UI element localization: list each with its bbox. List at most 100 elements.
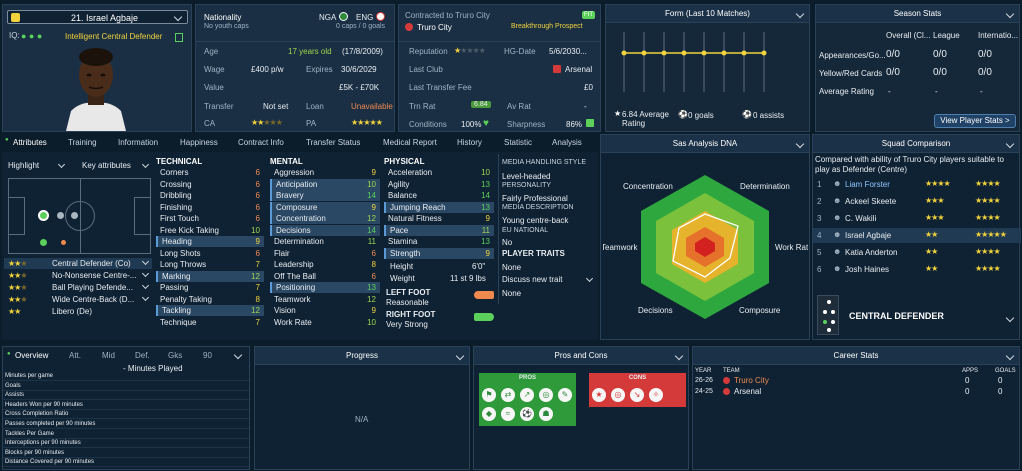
- attribute-row[interactable]: Crossing 6: [156, 179, 264, 190]
- con-trait-icon[interactable]: ◎: [611, 388, 625, 402]
- pro-trait-icon[interactable]: ↗: [520, 388, 534, 402]
- attribute-row[interactable]: Strength 9: [384, 247, 494, 259]
- tab-90[interactable]: 90: [203, 351, 212, 360]
- career-row[interactable]: 24-25 Arsenal 0 0: [693, 386, 1021, 397]
- attribute-row[interactable]: Free Kick Taking 10: [156, 225, 264, 236]
- note-icon[interactable]: [175, 33, 183, 42]
- attribute-row[interactable]: Finishing 6: [156, 202, 264, 213]
- tab-contract[interactable]: Contract Info: [238, 138, 284, 147]
- attribute-row[interactable]: Off The Ball 6: [270, 271, 380, 282]
- pro-trait-icon[interactable]: ⚑: [482, 388, 496, 402]
- attribute-name: Jumping Reach: [390, 202, 446, 212]
- attribute-row[interactable]: Long Shots 6: [156, 248, 264, 259]
- chevron-down-icon[interactable]: [233, 350, 243, 360]
- squad-row[interactable]: 4 ☻ Israel Agbaje ★★ ★★★★★: [813, 228, 1021, 243]
- attribute-row[interactable]: Pace 11: [384, 224, 494, 236]
- attribute-row[interactable]: Technique 7: [156, 317, 264, 328]
- attribute-row[interactable]: Composure 9: [270, 201, 380, 213]
- tab-statistic[interactable]: Statistic: [504, 138, 533, 147]
- tab-transfer[interactable]: Transfer Status: [306, 138, 361, 147]
- con-trait-icon[interactable]: ↘: [630, 388, 644, 402]
- attribute-row[interactable]: Leadership 8: [270, 259, 380, 270]
- pro-trait-icon[interactable]: ✎: [558, 388, 572, 402]
- attribute-row[interactable]: Tackling 12: [156, 305, 264, 316]
- highlight-dropdown[interactable]: Highlight: [8, 160, 66, 172]
- role-row[interactable]: ★★★ Ball Playing Defende...: [4, 281, 152, 293]
- attribute-row[interactable]: Concentration 12: [270, 213, 380, 224]
- tab-training[interactable]: Training: [68, 138, 97, 147]
- con-trait-icon[interactable]: ✧: [649, 388, 663, 402]
- pro-trait-icon[interactable]: ◎: [539, 388, 553, 402]
- attribute-row[interactable]: Teamwork 12: [270, 294, 380, 305]
- attribute-row[interactable]: Work Rate 10: [270, 317, 380, 328]
- attribute-row[interactable]: Positioning 13: [270, 282, 380, 293]
- pro-trait-icon[interactable]: ≈: [501, 407, 515, 421]
- attribute-row[interactable]: Bravery 14: [270, 190, 380, 201]
- tab-analysis[interactable]: Analysis: [552, 138, 582, 147]
- last-club-value[interactable]: Arsenal: [565, 65, 593, 74]
- pitch-graphic: [8, 178, 151, 254]
- view-player-stats-button[interactable]: View Player Stats >: [934, 114, 1016, 128]
- dna-radar: Concentration Determination Work Rate Co…: [603, 175, 808, 319]
- squad-row[interactable]: 1 ☻ Liam Forster ★★★★ ★★★★: [813, 177, 1021, 192]
- sharp-value: 86%: [566, 120, 583, 129]
- tab-happiness[interactable]: Happiness: [180, 138, 218, 147]
- tab-att[interactable]: Att.: [69, 351, 82, 360]
- club-name[interactable]: Truro City: [417, 23, 452, 32]
- attribute-row[interactable]: First Touch 6: [156, 213, 264, 224]
- role-row[interactable]: ★★★ Wide Centre-Back (D...: [4, 293, 152, 305]
- position-marker: [61, 240, 66, 245]
- attribute-row[interactable]: Vision 9: [270, 305, 380, 316]
- attribute-row[interactable]: Long Throws 7: [156, 259, 264, 270]
- tab-information[interactable]: Information: [118, 138, 159, 147]
- discuss-trait-dropdown[interactable]: Discuss new trait: [502, 274, 596, 286]
- attribute-row[interactable]: Passing 7: [156, 282, 264, 293]
- squad-row[interactable]: 6 ☻ Josh Haines ★★ ★★★★: [813, 262, 1021, 277]
- chevron-down-icon[interactable]: [1005, 313, 1015, 323]
- pro-trait-icon[interactable]: ⇄: [501, 388, 515, 402]
- pro-trait-icon[interactable]: ◆: [482, 407, 496, 421]
- role-row[interactable]: ★★ Libero (De): [4, 306, 152, 317]
- tab-medical[interactable]: Medical Report: [383, 138, 437, 147]
- attribute-row[interactable]: Corners 6: [156, 167, 264, 178]
- tab-history[interactable]: History: [457, 138, 482, 147]
- attribute-row[interactable]: Aggression 9: [270, 167, 380, 178]
- attribute-row[interactable]: Stamina 13: [384, 236, 494, 247]
- attribute-row[interactable]: Determination 11: [270, 236, 380, 247]
- tab-overview[interactable]: Overview: [15, 351, 49, 360]
- attribute-row[interactable]: Marking 12: [156, 270, 264, 282]
- tab-def[interactable]: Def.: [135, 351, 150, 360]
- attribute-row[interactable]: Penalty Taking 8: [156, 294, 264, 305]
- role-row[interactable]: ★★★ Central Defender (Co): [4, 257, 152, 269]
- attribute-row[interactable]: Agility 13: [384, 179, 494, 190]
- con-trait-icon[interactable]: ★: [592, 388, 606, 402]
- attribute-row[interactable]: Decisions 14: [270, 224, 380, 236]
- attribute-row[interactable]: Anticipation 10: [270, 178, 380, 190]
- career-row[interactable]: 26-26 Truro City 0 0: [693, 375, 1021, 386]
- media-style-value: Level-headed: [502, 172, 551, 181]
- player-select[interactable]: [7, 10, 188, 24]
- attribute-row[interactable]: Natural Fitness 9: [384, 213, 494, 224]
- attribute-name: Natural Fitness: [388, 214, 442, 223]
- tab-mid[interactable]: Mid: [102, 351, 115, 360]
- cons-header: CONS: [589, 373, 686, 384]
- squad-row[interactable]: 2 ☻ Ackeel Skeete ★★★ ★★★★: [813, 194, 1021, 209]
- attribute-row[interactable]: Dribbling 6: [156, 190, 264, 201]
- attribute-name: Decisions: [276, 225, 311, 235]
- tab-attributes[interactable]: Attributes: [13, 138, 47, 147]
- squad-rank: 3: [817, 214, 822, 223]
- tab-gks[interactable]: Gks: [168, 351, 183, 360]
- attribute-row[interactable]: Jumping Reach 13: [384, 201, 494, 213]
- pro-trait-icon[interactable]: ☗: [539, 407, 553, 421]
- col-year: YEAR: [695, 368, 712, 374]
- attribute-row[interactable]: Heading 9: [156, 236, 264, 247]
- attribute-row[interactable]: Acceleration 10: [384, 167, 494, 178]
- pro-trait-icon[interactable]: ⚽: [520, 407, 534, 421]
- squad-row[interactable]: 5 ☻ Katia Anderton ★★ ★★★★: [813, 245, 1021, 260]
- attribute-row[interactable]: Flair 6: [270, 248, 380, 259]
- squad-row[interactable]: 3 ☻ C. Wakili ★★★ ★★★★: [813, 211, 1021, 226]
- key-attributes-dropdown[interactable]: Key attributes: [82, 160, 150, 172]
- role-row[interactable]: ★★★ No-Nonsense Centre-...: [4, 269, 152, 281]
- attribute-row[interactable]: Balance 14: [384, 190, 494, 201]
- role-stars: ★★★: [8, 283, 28, 292]
